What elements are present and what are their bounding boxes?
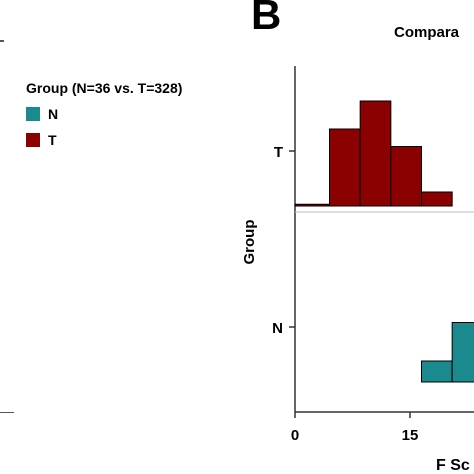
bar-t-1	[329, 128, 361, 207]
y-tick-label-t: T	[274, 144, 283, 161]
legend-item-n: N	[26, 106, 182, 122]
bar-t-4	[421, 191, 453, 207]
y-axis-title: Group	[241, 220, 258, 265]
chart-title: Compara	[394, 24, 460, 41]
y-tick-label-n: N	[272, 320, 283, 337]
bar-t-3	[390, 146, 423, 207]
bar-n-1	[451, 322, 474, 383]
legend-label-n: N	[48, 106, 59, 122]
histogram-bars	[294, 100, 474, 383]
legend: Group (N=36 vs. T=328) N T	[26, 80, 182, 148]
left-panel-tick-fragment	[0, 40, 4, 42]
x-axis-title: F Sc	[436, 457, 470, 474]
legend-title: Group (N=36 vs. T=328)	[26, 80, 183, 96]
x-tick-label-15: 15	[402, 427, 419, 444]
legend-item-t: T	[26, 132, 182, 148]
legend-label-t: T	[48, 132, 57, 148]
bar-t-0	[294, 203, 330, 207]
bar-t-2	[359, 100, 392, 207]
x-tick-label-0: 0	[291, 427, 299, 444]
bar-n-0	[421, 360, 453, 383]
left-panel-axis-fragment	[0, 412, 14, 413]
legend-swatch-t	[26, 133, 40, 147]
panel-label: B	[251, 0, 282, 38]
legend-swatch-n	[26, 107, 40, 121]
